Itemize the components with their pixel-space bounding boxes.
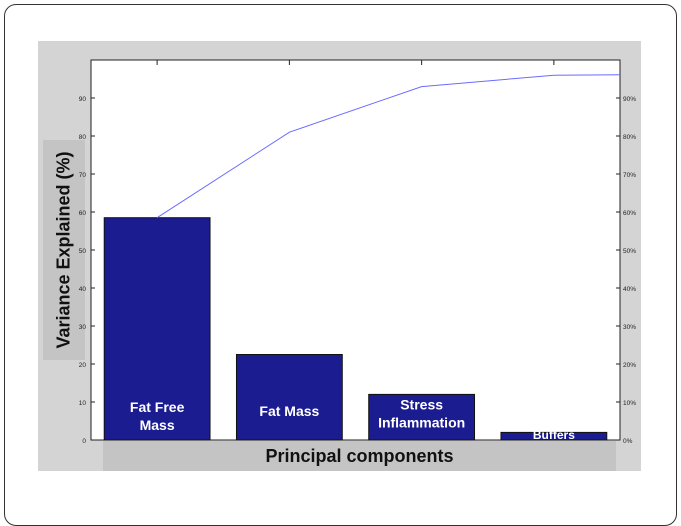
bar-label: Buffers [533, 428, 575, 442]
right-tick-label: 20% [623, 362, 636, 369]
left-tick-label: 70 [79, 172, 87, 179]
bar-label: Stress Inflammation [378, 396, 465, 430]
y-axis-title-box [43, 140, 85, 360]
left-tick-label: 20 [79, 362, 87, 369]
left-tick-label: 50 [79, 248, 87, 255]
left-tick-label: 10 [79, 400, 87, 407]
left-tick-label: 40 [79, 286, 87, 293]
right-tick-label: 0% [623, 438, 633, 445]
right-tick-label: 60% [623, 210, 636, 217]
bar [235, 354, 343, 441]
right-tick-label: 80% [623, 134, 636, 141]
bar [103, 217, 211, 441]
right-tick-label: 50% [623, 248, 636, 255]
left-tick-label: 0 [82, 438, 86, 445]
right-tick-label: 30% [623, 324, 636, 331]
bar-label: Fat Mass [259, 403, 319, 419]
left-tick-label: 30 [79, 324, 87, 331]
x-axis-title-band [103, 441, 616, 471]
right-tick-label: 70% [623, 172, 636, 179]
left-tick-label: 90 [79, 96, 87, 103]
x-axis-title: Principal components [265, 446, 454, 466]
bar [500, 431, 608, 441]
pareto-chart: 0 10 20 30 40 50 60 70 80 90 0% 10% 20% 30% 40% 50% 60% 7… [79, 59, 636, 445]
y-axis-title: Variance Explained (%) [53, 151, 74, 349]
right-tick-label: 10% [623, 400, 636, 407]
bar [368, 393, 476, 441]
bar-label: Fat Free Mass [130, 399, 185, 433]
left-tick-label: 60 [79, 210, 87, 217]
right-tick-label: 40% [623, 286, 636, 293]
right-tick-label: 90% [623, 96, 636, 103]
cumulative-line [156, 74, 621, 219]
left-tick-label: 80 [79, 134, 87, 141]
